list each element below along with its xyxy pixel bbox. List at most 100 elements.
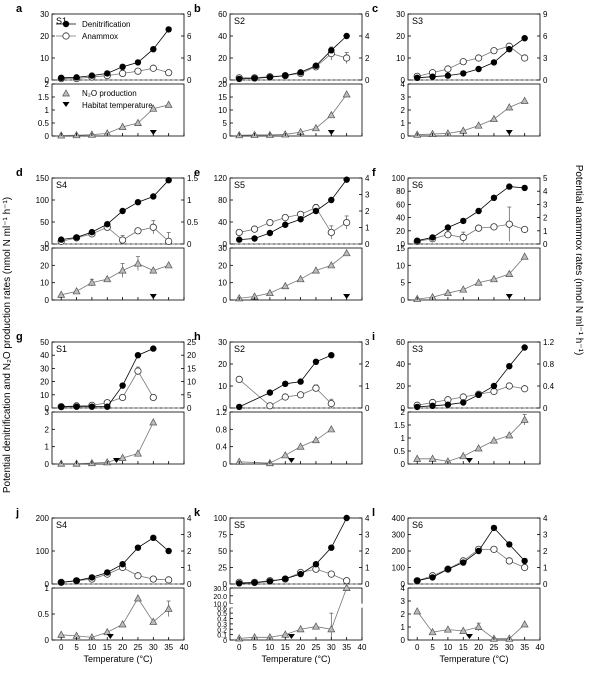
n2o-point [327, 261, 336, 269]
legend-n2o-symbol [61, 89, 71, 97]
denitrification-point [429, 574, 436, 581]
denitrification-point [58, 74, 65, 82]
anammox-point [475, 224, 483, 232]
anammox-point [149, 64, 157, 72]
bottom-tick-label: 0 [401, 460, 406, 469]
anammox-point [490, 387, 498, 396]
n2o-point [505, 431, 514, 439]
n2o-line [239, 587, 348, 639]
habitat-temperature-marker [505, 130, 513, 135]
n2o-point [87, 278, 96, 286]
site-label: S3 [412, 344, 423, 354]
bottom-tick-label: 0.5 [394, 447, 406, 456]
bottom-tick-label: 15 [396, 244, 405, 253]
bottom-tick-label: 15 [218, 93, 227, 102]
bottom-plot-frame [51, 247, 185, 301]
anammox-point [235, 228, 243, 237]
bottom-tick-label: 3 [45, 408, 50, 417]
x-tick-label: 0 [59, 643, 64, 652]
panel-letter: h [194, 331, 201, 343]
anammox-point [134, 227, 142, 235]
top-right-tick-label: 5 [187, 391, 192, 400]
denitrification-point [414, 577, 421, 584]
x-tick-label: 10 [265, 643, 274, 652]
top-left-tick-label: 0 [223, 580, 228, 589]
top-left-tick-label: 100 [214, 514, 228, 523]
top-left-tick-label: 200 [36, 514, 50, 523]
n2o-point [342, 583, 351, 591]
top-right-tick-label: 25 [187, 338, 196, 347]
bottom-plot-frame [407, 83, 541, 137]
denitrification-point [150, 193, 157, 200]
bottom-tick-label: 0 [45, 460, 50, 469]
top-right-tick-label: 2 [543, 214, 548, 223]
x-tick-label: 40 [536, 643, 545, 652]
denitrification-point [282, 380, 289, 387]
top-right-tick-label: 3 [365, 191, 370, 200]
denitrification-point [297, 69, 304, 76]
top-right-tick-label: 3 [543, 200, 548, 209]
n2o-line [61, 597, 169, 638]
top-left-tick-label: 20 [40, 378, 49, 387]
site-label: S1 [56, 344, 67, 354]
habitat-temperature-marker [106, 634, 114, 639]
bottom-tick-label: 0 [45, 296, 50, 305]
x-tick-label: 25 [312, 643, 321, 652]
top-right-tick-label: 0 [543, 404, 548, 413]
denitrification-point [251, 235, 258, 242]
n2o-point [327, 425, 336, 433]
bottom-tick-label: 2 [401, 610, 406, 619]
x-tick-label: 40 [358, 643, 367, 652]
top-right-tick-label: 4 [365, 514, 370, 523]
anammox-point [521, 385, 529, 393]
anammox-point [444, 231, 452, 239]
denitrification-point [312, 207, 320, 215]
top-right-tick-label: 0 [543, 580, 548, 589]
n2o-point [489, 114, 498, 123]
bottom-tick-label: 30 [40, 244, 49, 253]
top-right-tick-label: 0 [187, 580, 192, 589]
anammox-point [235, 375, 243, 383]
anammox-point [343, 54, 351, 62]
n2o-point [520, 415, 529, 423]
n2o-point [428, 627, 437, 636]
x-axis-label: Temperature (°C) [261, 654, 330, 664]
denitrification-point [506, 541, 513, 548]
n2o-point [311, 435, 320, 444]
n2o-point [164, 261, 173, 269]
panel-g: g S1 0 10 20 30 40 50 0 5 10 15 20 25 0 1 2 3 [16, 331, 196, 469]
bottom-tick-label: 4 [401, 584, 406, 593]
n2o-point [133, 594, 142, 602]
denitrification-point [444, 401, 452, 408]
denitrification-point [343, 176, 350, 183]
denitrification-point [236, 580, 243, 587]
n2o-point [281, 451, 290, 459]
top-right-tick-label: 9 [187, 10, 192, 19]
top-left-tick-label: 0 [45, 580, 50, 589]
top-left-tick-label: 20 [218, 54, 227, 63]
bottom-plot-frame [407, 587, 541, 641]
top-left-tick-label: 20 [218, 360, 227, 369]
n2o-line [416, 611, 525, 640]
n2o-point [57, 630, 66, 638]
top-right-tick-label: 3 [365, 531, 370, 540]
top-left-tick-label: 40 [396, 214, 405, 223]
anammox-point [165, 69, 173, 77]
top-right-tick-label: 6 [187, 32, 192, 41]
top-right-tick-label: 4 [365, 32, 370, 41]
top-left-tick-label: 30 [40, 10, 49, 19]
x-tick-label: 35 [342, 643, 351, 652]
top-left-tick-label: 0 [45, 240, 50, 249]
top-left-tick-label: 300 [392, 531, 406, 540]
top-left-tick-label: 0 [223, 76, 228, 85]
denitrification-point [328, 47, 335, 54]
denitrification-point [73, 74, 80, 81]
anammox-point [327, 228, 335, 237]
x-tick-label: 40 [180, 643, 189, 652]
anammox-point [343, 577, 351, 585]
site-label: S4 [56, 520, 67, 530]
bottom-plot-frame [407, 247, 541, 301]
site-label: S5 [234, 520, 245, 530]
top-right-tick-label: 6 [365, 10, 370, 19]
anammox-point [134, 572, 142, 580]
